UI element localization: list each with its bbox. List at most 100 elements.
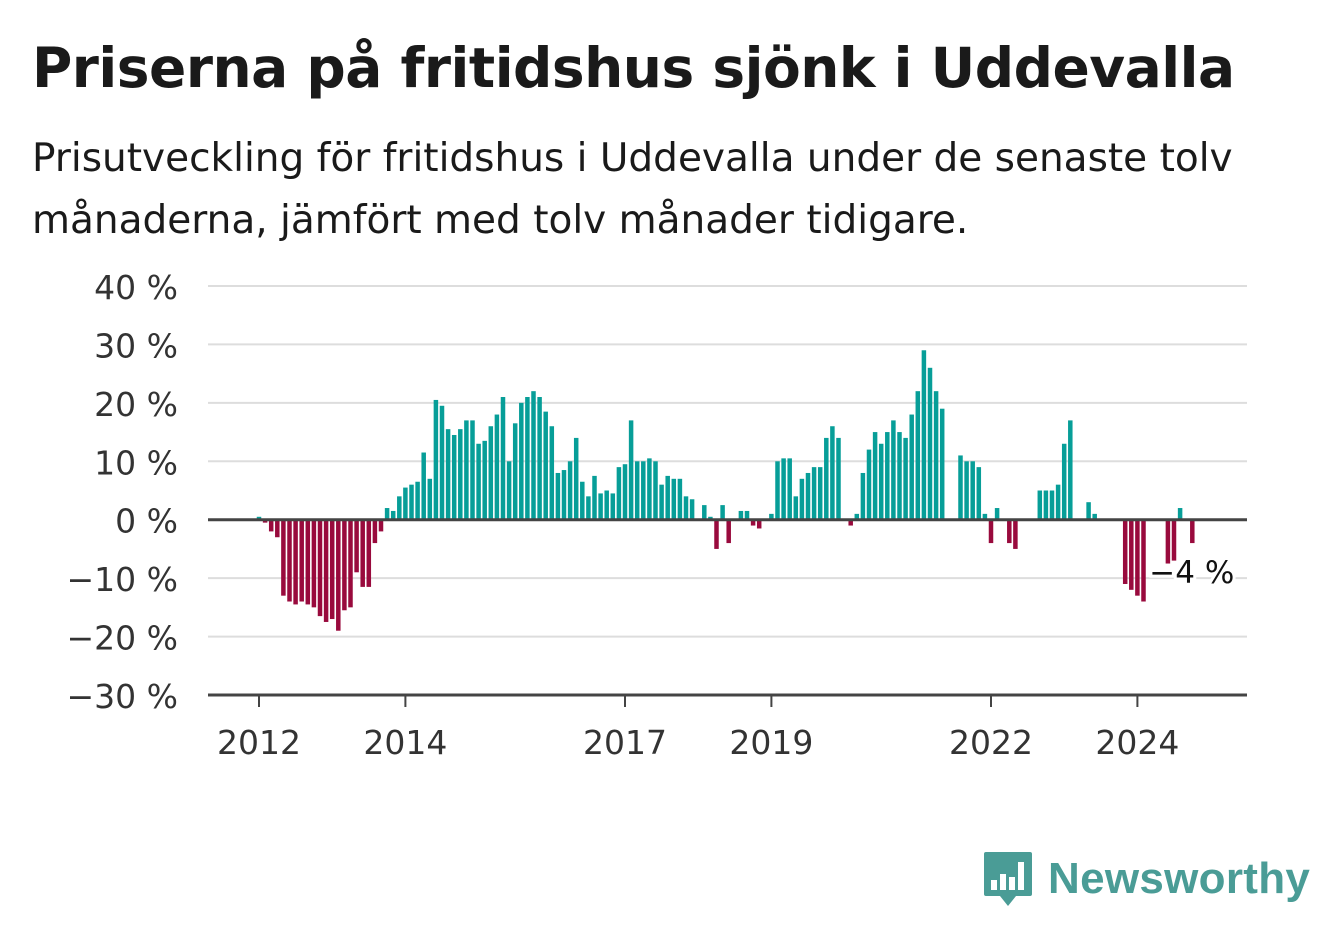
bar — [299, 519, 304, 602]
y-tick-label: −20 % — [67, 619, 179, 658]
bar — [872, 432, 878, 520]
bar — [592, 475, 597, 520]
newsworthy-chart-bubble-icon — [984, 852, 1032, 906]
bar — [323, 519, 329, 622]
bar — [409, 484, 414, 520]
bar — [567, 461, 573, 520]
newsworthy-logo: Newsworthy — [982, 850, 1310, 908]
bar — [537, 397, 542, 520]
bar — [549, 426, 555, 520]
last-value-annotation: −4 % — [1149, 555, 1234, 591]
bar — [689, 499, 695, 520]
bar — [1086, 502, 1091, 520]
bar — [415, 481, 420, 520]
bar — [885, 432, 890, 520]
bar — [1061, 443, 1067, 520]
bar — [317, 519, 323, 617]
bar — [531, 391, 536, 520]
bar — [714, 519, 719, 549]
bar — [775, 461, 780, 520]
bars — [256, 350, 1195, 631]
bar — [653, 461, 658, 520]
bar — [433, 399, 439, 520]
bar — [1055, 484, 1061, 520]
bar — [586, 496, 591, 520]
bar — [799, 478, 805, 520]
bar — [1190, 519, 1195, 544]
bar — [397, 496, 402, 520]
bar — [573, 437, 579, 520]
bar — [311, 519, 317, 608]
bar — [519, 402, 524, 520]
bar — [354, 519, 359, 573]
bar — [1037, 490, 1043, 520]
bar — [1171, 519, 1177, 561]
bar — [903, 437, 908, 520]
x-tick-label: 2014 — [363, 723, 447, 762]
bar — [500, 397, 506, 520]
bar — [988, 519, 994, 544]
bar — [372, 519, 378, 544]
x-tick-label: 2012 — [217, 723, 301, 762]
axes — [208, 518, 1247, 707]
bar — [336, 519, 341, 631]
bar — [891, 420, 896, 520]
bar — [970, 461, 975, 520]
bar — [616, 467, 622, 520]
bar — [683, 496, 689, 520]
bar — [427, 478, 433, 520]
bar — [897, 432, 902, 520]
bar — [287, 519, 292, 602]
bar — [1043, 490, 1049, 520]
gridlines — [208, 285, 1247, 638]
bar — [781, 458, 786, 520]
y-tick-label: 0 % — [115, 502, 178, 541]
bar — [665, 475, 670, 520]
bar — [506, 461, 512, 520]
bar — [811, 467, 817, 520]
bar — [744, 510, 750, 520]
bar — [488, 426, 494, 520]
bar — [421, 452, 426, 520]
bar — [958, 455, 963, 520]
bar — [342, 519, 347, 611]
bar — [927, 367, 933, 520]
bar — [720, 505, 725, 520]
bar — [994, 508, 1000, 520]
bar — [1013, 519, 1018, 549]
bar — [769, 513, 774, 520]
labels: 40 % 30 % 20 % 10 % 0 % −10 % −20 % −30 % 2012 20… — [67, 268, 1238, 762]
bar — [360, 519, 365, 587]
bar — [598, 493, 603, 520]
bar — [854, 513, 860, 520]
bar — [726, 519, 731, 544]
bar — [458, 429, 463, 520]
bar — [702, 505, 707, 520]
bar — [482, 440, 487, 520]
x-tick-label: 2022 — [949, 723, 1033, 762]
x-tick-label: 2017 — [583, 723, 667, 762]
bar — [878, 443, 884, 520]
bar — [1129, 519, 1134, 590]
bar — [787, 458, 792, 520]
bar — [451, 434, 457, 520]
bar — [1177, 508, 1183, 520]
bar — [756, 519, 762, 529]
bar — [555, 472, 561, 520]
bar — [525, 397, 530, 520]
y-tick-label: 30 % — [94, 326, 178, 365]
bar — [305, 519, 311, 605]
bar — [964, 461, 969, 520]
y-tick-label: 40 % — [94, 268, 178, 307]
bar — [628, 420, 634, 520]
bar — [634, 461, 640, 520]
bar — [641, 461, 646, 520]
bar — [1165, 519, 1171, 564]
bar — [848, 519, 853, 526]
bar — [805, 472, 811, 520]
bar — [476, 443, 481, 520]
bar — [659, 484, 664, 520]
bar — [750, 519, 756, 526]
bar — [494, 414, 500, 520]
